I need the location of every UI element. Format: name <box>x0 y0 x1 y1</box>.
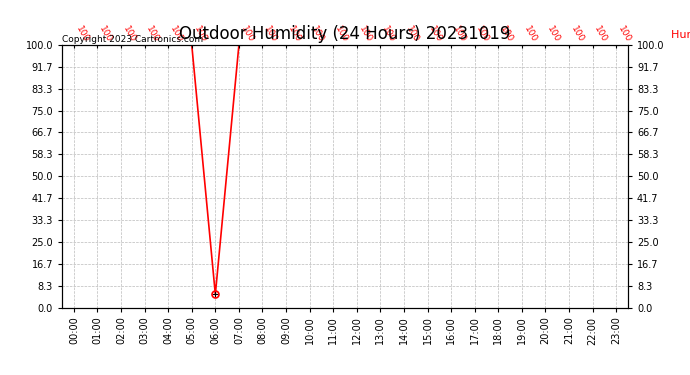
Text: 100: 100 <box>333 24 350 44</box>
Text: 100: 100 <box>569 24 585 44</box>
Text: 100: 100 <box>286 24 302 44</box>
Text: 100: 100 <box>168 24 185 44</box>
Text: 100: 100 <box>192 24 208 44</box>
Text: 100: 100 <box>145 24 161 44</box>
Text: 100: 100 <box>428 24 444 44</box>
Text: Copyright 2023 Cartronics.com: Copyright 2023 Cartronics.com <box>62 35 204 44</box>
Text: 100: 100 <box>357 24 373 44</box>
Text: 100: 100 <box>616 24 633 44</box>
Text: 100: 100 <box>404 24 420 44</box>
Text: 100: 100 <box>593 24 609 44</box>
Text: 100: 100 <box>451 24 468 44</box>
Text: 100: 100 <box>475 24 491 44</box>
Text: 100: 100 <box>522 24 538 44</box>
Text: 100: 100 <box>74 24 90 44</box>
Title: Outdoor Humidity (24 Hours) 20231019: Outdoor Humidity (24 Hours) 20231019 <box>179 26 511 44</box>
Text: 100: 100 <box>121 24 137 44</box>
Text: 100: 100 <box>262 24 279 44</box>
Text: 100: 100 <box>239 24 255 44</box>
Text: 100: 100 <box>545 24 562 44</box>
Text: 100: 100 <box>498 24 515 44</box>
Y-axis label: Humidity (%): Humidity (%) <box>671 30 690 39</box>
Text: 100: 100 <box>310 24 326 44</box>
Text: 100: 100 <box>380 24 397 44</box>
Text: 100: 100 <box>97 24 114 44</box>
